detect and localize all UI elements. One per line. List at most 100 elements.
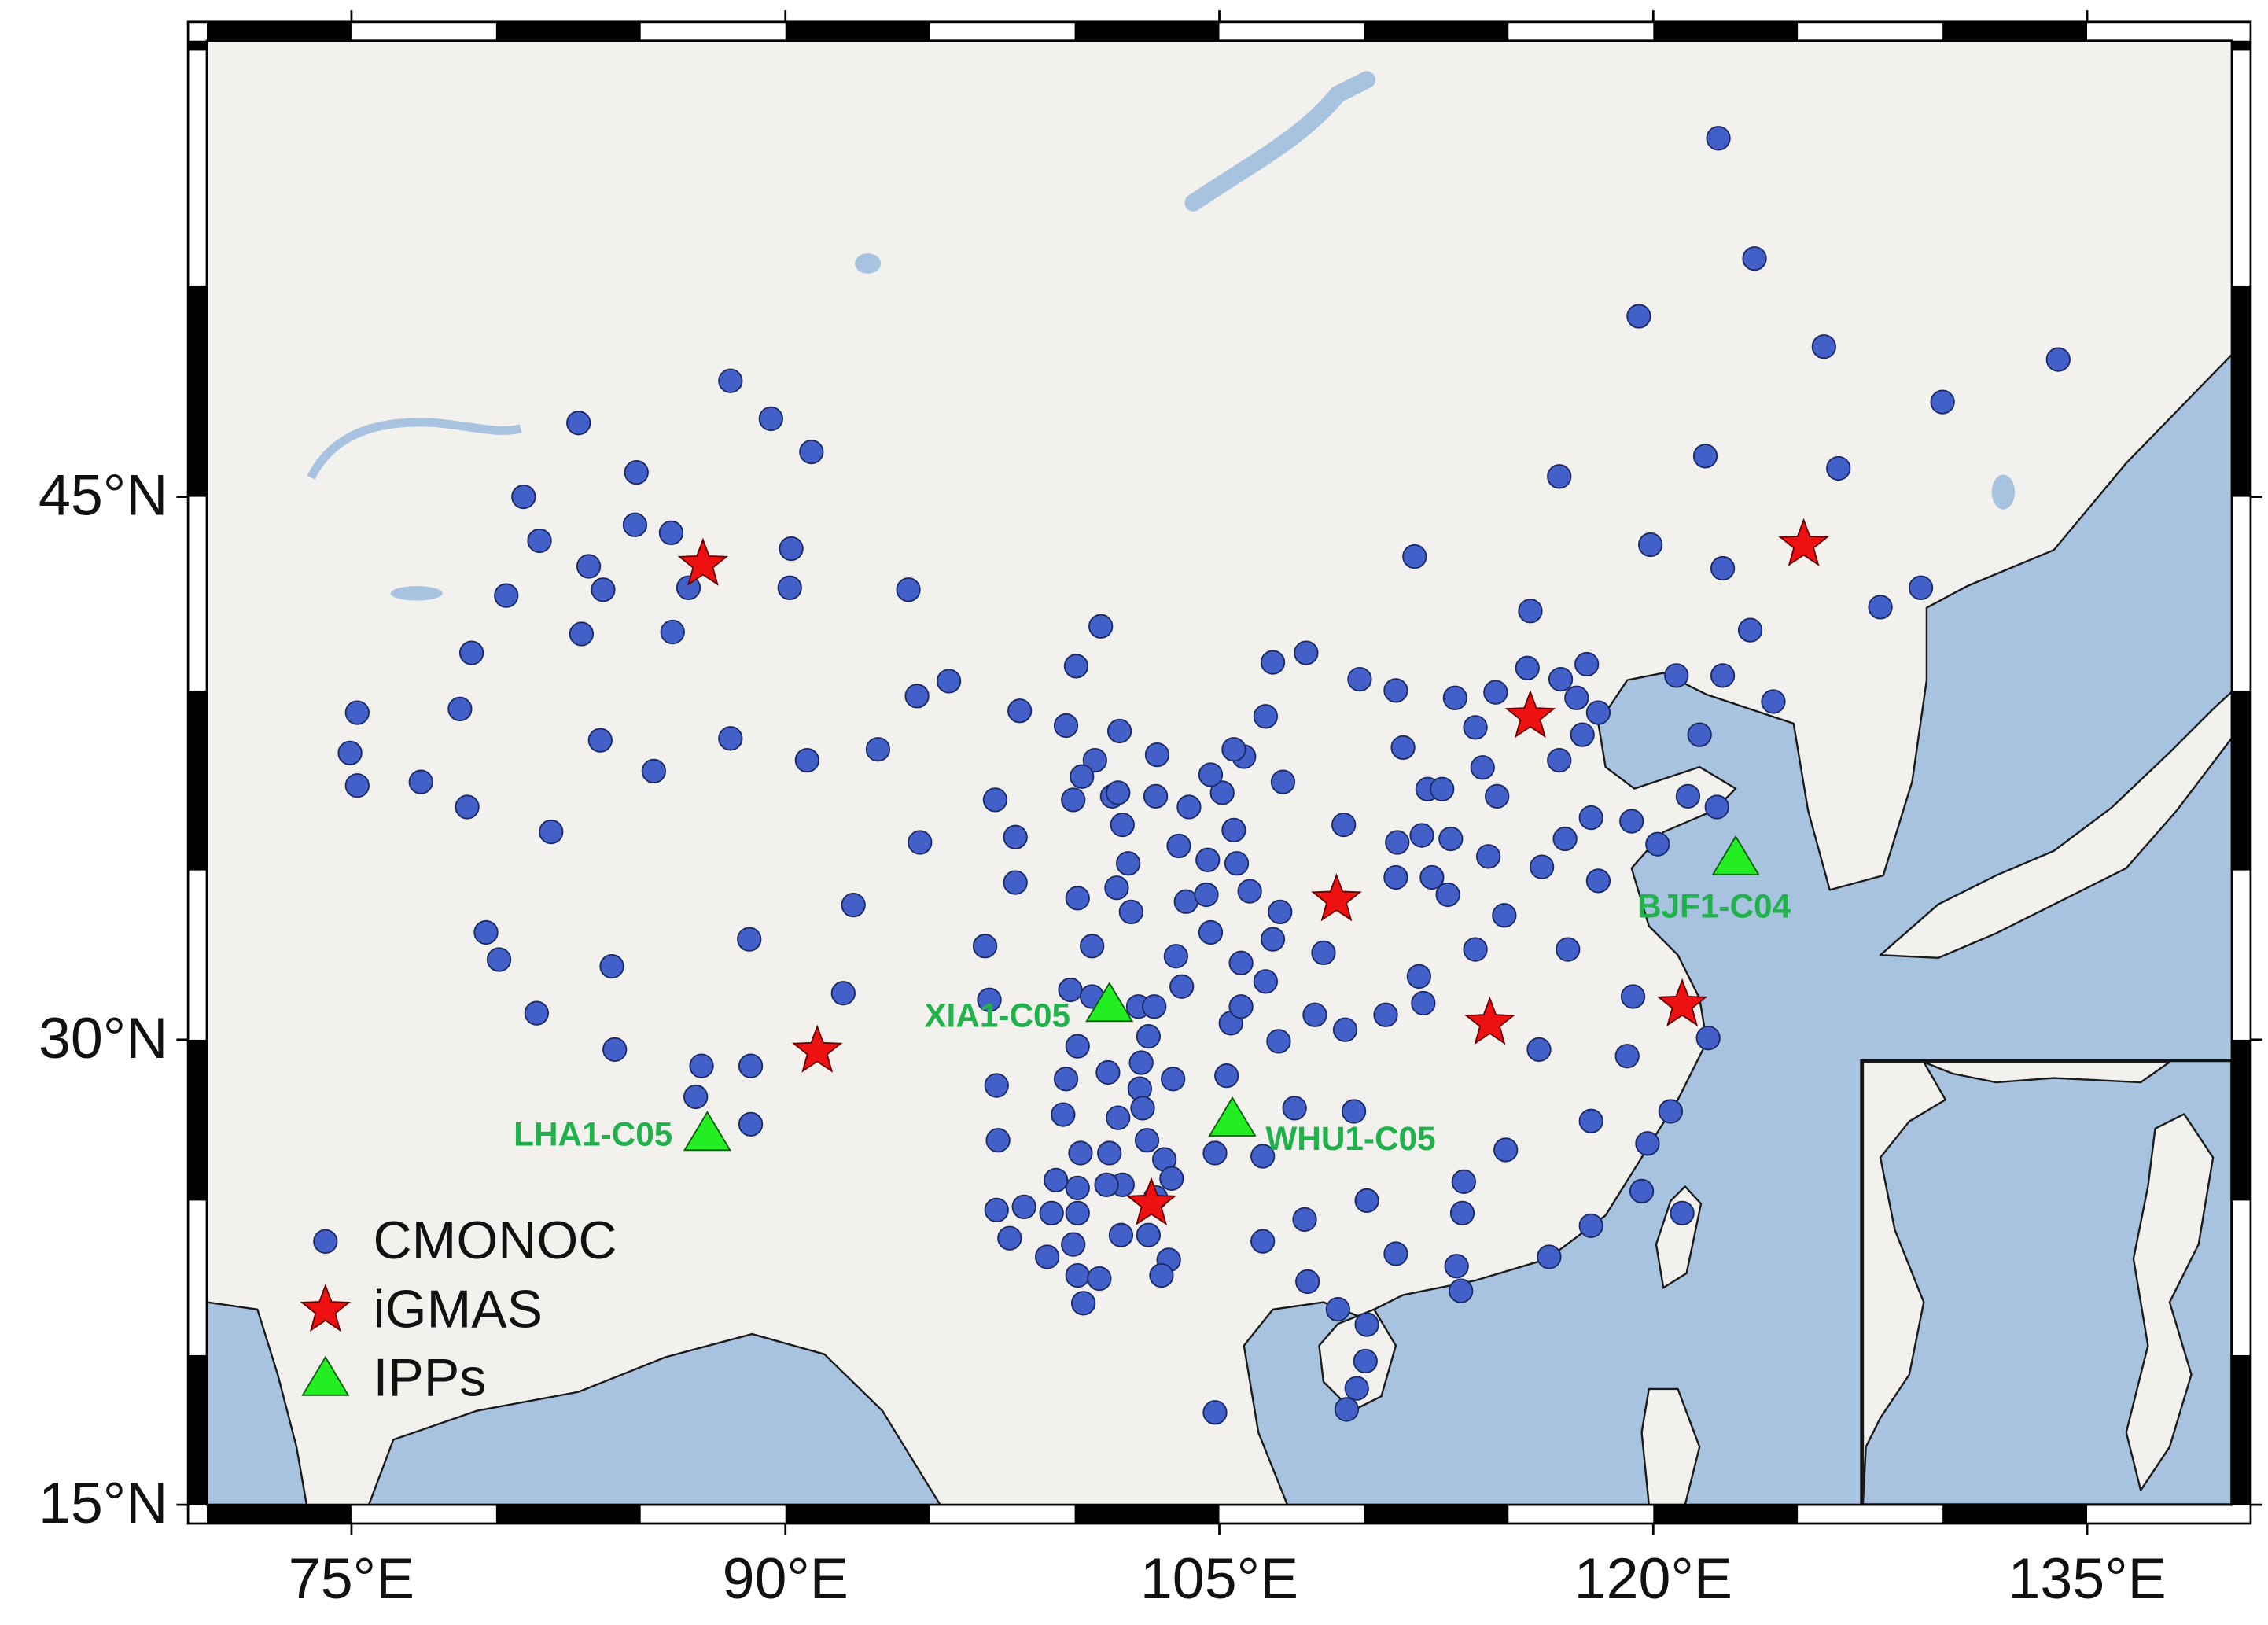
station-cmonoc: [524, 1000, 550, 1026]
station-cmonoc: [576, 554, 602, 579]
station-cmonoc: [1106, 1105, 1131, 1130]
station-cmonoc: [1292, 1207, 1317, 1233]
station-cmonoc: [1130, 1096, 1155, 1121]
station-cmonoc: [455, 794, 480, 820]
station-cmonoc: [641, 758, 666, 784]
station-cmonoc: [1406, 964, 1431, 989]
station-cmonoc: [1449, 1200, 1475, 1226]
data-layer: BJF1-C04 XIA1-C05 WHU1-C05 LHA1-C05 CMONOC iG…: [300, 126, 2071, 1425]
station-cmonoc: [1087, 1266, 1112, 1292]
station-cmonoc: [1347, 666, 1372, 692]
inset-map: [1860, 1059, 2233, 1505]
station-cmonoc: [794, 747, 819, 773]
station-cmonoc: [1169, 974, 1195, 999]
station-cmonoc: [1063, 654, 1089, 679]
station-cmonoc: [344, 700, 370, 725]
station-cmonoc: [1578, 1213, 1603, 1238]
station-cmonoc: [1159, 1166, 1184, 1191]
station-cmonoc: [1548, 666, 1574, 692]
station-cmonoc: [865, 737, 891, 762]
station-cmonoc: [1070, 1291, 1096, 1316]
station-cmonoc: [1402, 544, 1427, 569]
station-cmonoc: [1619, 809, 1644, 834]
station-cmonoc: [1128, 1050, 1154, 1075]
y-tick-label: 30°N: [39, 1005, 168, 1070]
frame-band: [188, 40, 208, 51]
station-cmonoc: [1295, 1269, 1320, 1295]
japan: [1879, 691, 2233, 960]
station-cmonoc: [982, 787, 1008, 812]
ipp-label: XIA1-C05: [924, 997, 1070, 1034]
ipp: [1085, 982, 1134, 1023]
frame-band: [2232, 1200, 2251, 1355]
station-cmonoc: [936, 669, 962, 694]
station-cmonoc: [1463, 937, 1488, 962]
station-cmonoc: [1547, 464, 1572, 489]
station-cmonoc: [1442, 685, 1467, 710]
frame-band: [2232, 40, 2251, 51]
station-cmonoc: [1142, 994, 1167, 1019]
station-cmonoc: [473, 919, 499, 945]
lake-baikal: [1184, 71, 1376, 212]
station-cmonoc: [1302, 1002, 1327, 1027]
station-cmonoc: [458, 640, 484, 665]
station-cmonoc: [977, 987, 1002, 1012]
frame-band: [188, 1354, 208, 1505]
station-cmonoc: [1221, 817, 1246, 842]
x-tick-label: 90°E: [723, 1546, 849, 1611]
station-cmonoc: [1003, 870, 1028, 895]
station-cmonoc: [447, 696, 473, 722]
station-cmonoc: [1530, 854, 1555, 879]
frame-band: [188, 690, 208, 871]
y-tick-label: 45°N: [39, 462, 168, 528]
station-cmonoc: [904, 684, 930, 709]
frame-band: [188, 1039, 208, 1201]
station-cmonoc: [1003, 824, 1028, 849]
station-cmonoc: [1116, 851, 1141, 876]
station-cmonoc: [1526, 1037, 1552, 1062]
frame-band: [785, 21, 930, 41]
station-cmonoc: [1143, 783, 1169, 809]
station-cmonoc: [1658, 1099, 1684, 1124]
frame-band: [640, 21, 786, 41]
station-cmonoc: [1483, 680, 1508, 705]
frame-band: [1364, 1505, 1509, 1524]
station-cmonoc: [1035, 1244, 1060, 1269]
frame-band: [2232, 1039, 2251, 1201]
frame-band: [2232, 690, 2251, 871]
station-cmonoc: [1626, 304, 1651, 329]
station-cmonoc: [1585, 868, 1611, 894]
frame-band: [351, 21, 496, 41]
frame-band: [188, 496, 208, 691]
station-cmonoc: [1574, 651, 1600, 677]
station-cmonoc: [1110, 812, 1135, 838]
station-cmonoc: [622, 512, 648, 537]
station-cmonoc: [841, 893, 866, 918]
frame: 75°E 90°E 105°E 120°E 135°E 15°N 30°N 45°N: [39, 10, 2262, 1611]
station-cmonoc: [1635, 1131, 1660, 1156]
station-cmonoc: [1282, 1096, 1307, 1121]
legend-marker: [313, 1229, 338, 1254]
station-cmonoc: [511, 484, 536, 510]
station-cmonoc: [1268, 899, 1293, 925]
station-igmas: [1125, 1177, 1177, 1225]
x-tick-label: 75°E: [289, 1546, 414, 1611]
station-cmonoc: [527, 528, 552, 554]
frame-band: [1653, 1505, 1799, 1524]
x-tick-label: 105°E: [1140, 1546, 1298, 1611]
frame-band: [188, 50, 208, 286]
frame-band: [785, 1505, 930, 1524]
station-cmonoc: [1070, 764, 1095, 789]
frame-band: [1219, 21, 1364, 41]
inset-land: [1861, 1061, 1947, 1505]
station-cmonoc: [1270, 769, 1296, 794]
station-cmonoc: [1675, 783, 1701, 809]
station-cmonoc: [1552, 826, 1578, 852]
station-cmonoc: [1354, 1312, 1379, 1337]
frame-band: [1653, 21, 1799, 41]
station-cmonoc: [1411, 990, 1436, 1016]
station-cmonoc: [1106, 780, 1131, 805]
station-cmonoc: [984, 1073, 1009, 1098]
bay-of-bengal: [367, 1332, 941, 1505]
station-cmonoc: [1294, 640, 1319, 665]
